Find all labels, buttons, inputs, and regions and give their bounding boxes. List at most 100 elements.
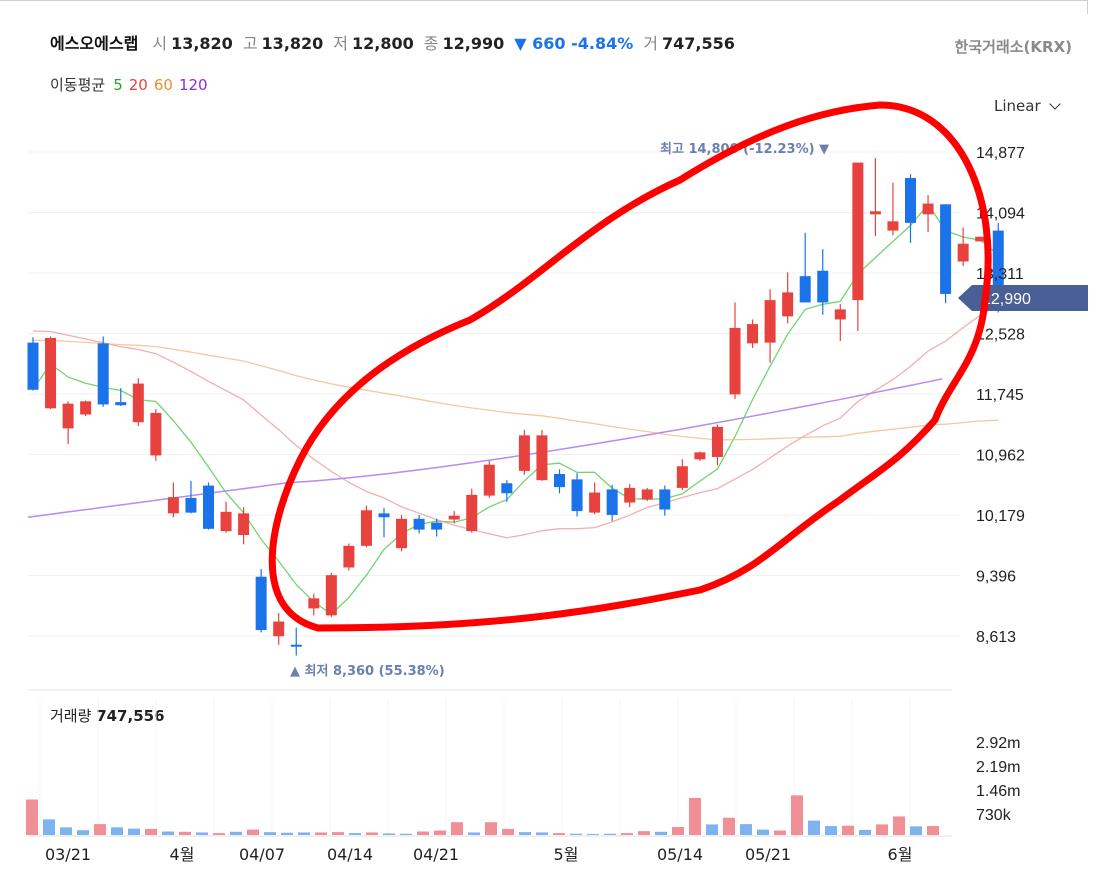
volume-bar: [927, 826, 939, 835]
volume-bar: [247, 829, 259, 835]
volume-bar: [502, 828, 514, 835]
volume-bar: [859, 829, 871, 835]
volume-bar: [366, 832, 378, 835]
volume-value: 747,556: [662, 34, 735, 53]
ma-20[interactable]: 20: [128, 76, 148, 94]
stock-name[interactable]: 에스오에스랩: [50, 34, 139, 53]
candle-body: [308, 598, 320, 609]
candle-body: [729, 327, 741, 395]
volume-bar: [604, 833, 616, 835]
candle-body: [992, 230, 1004, 298]
stock-header: 에스오에스랩 시 13,820 고 13,820 저 12,800 종 12,9…: [50, 30, 745, 56]
volume-bar: [723, 817, 735, 835]
volume-bar: [825, 826, 837, 835]
volume-bar: [315, 832, 327, 835]
candle-body: [396, 518, 408, 549]
annotations: 최고 14,800 (-12.23%) ▼ ▲ 최저 8,360 (55.38%): [290, 142, 829, 679]
volume-bar: [349, 833, 361, 835]
volume-bar: [570, 833, 582, 835]
volume-bar: [757, 829, 769, 835]
volume-bar: [43, 819, 55, 835]
volume-bar: [655, 831, 667, 835]
volume-bar: [740, 824, 752, 835]
volume-label: 거: [643, 34, 658, 53]
candle-body: [518, 435, 530, 471]
date-tick-label: 05/21: [745, 845, 791, 864]
volume-panel-title: 거래량 747,556: [50, 705, 165, 726]
high-label: 고: [242, 34, 258, 53]
volume-tick-label: 2.19m: [976, 759, 1020, 776]
volume-bar: [145, 828, 157, 835]
volume-bar: [791, 795, 803, 835]
volume-grid: [28, 689, 952, 837]
date-tick-label: 05/14: [657, 845, 703, 864]
ma-line: [32, 203, 999, 616]
ma-5[interactable]: 5: [113, 76, 123, 94]
candle-body: [957, 243, 969, 262]
date-axis-labels: 03/21 4월 04/07 04/14 04/21 5월 05/14 05/21 6월: [45, 845, 913, 864]
candle-body: [413, 518, 425, 530]
candle-body: [571, 479, 583, 512]
candle-body: [694, 452, 706, 460]
moving-average-lines: [27, 203, 999, 616]
candle-body: [343, 545, 355, 568]
candle-body: [97, 343, 109, 405]
scale-label: Linear: [994, 97, 1041, 115]
scale-dropdown[interactable]: Linear: [994, 97, 1061, 115]
highlight-loop: [268, 101, 992, 632]
ma-60[interactable]: 60: [153, 76, 173, 94]
volume-bars: [26, 795, 939, 835]
volume-bar: [196, 832, 208, 835]
volume-bar: [400, 833, 412, 835]
price-tick-label: 12,528: [976, 327, 1025, 344]
volume-bar: [213, 833, 225, 835]
candle-body: [852, 162, 864, 301]
price-tick-label: 13,311: [976, 266, 1024, 283]
candle-body: [747, 324, 759, 344]
price-tick-label: 10,962: [976, 448, 1025, 465]
ma-120[interactable]: 120: [178, 76, 208, 94]
red-highlight-loop: [268, 101, 992, 632]
date-tick-label: 5월: [554, 845, 579, 864]
volume-bar: [298, 832, 310, 835]
volume-tick-label: 1.46m: [976, 783, 1020, 800]
current-price-tag-bg: [958, 285, 1088, 311]
open-value: 13,820: [171, 34, 233, 53]
candle-body: [905, 178, 916, 223]
candle-body: [150, 412, 162, 456]
ma-line: [32, 304, 999, 539]
exchange-label: 한국거래소(KRX): [954, 38, 1072, 56]
volume-bar: [485, 822, 497, 835]
candle-body: [764, 300, 776, 343]
low-label: 저: [333, 34, 349, 53]
price-change: ▼ 660 -4.84%: [514, 34, 634, 53]
candle-body: [624, 487, 636, 503]
candle-body: [483, 464, 495, 496]
volume-bar: [689, 797, 701, 835]
volume-bar: [60, 827, 72, 835]
volume-bar: [383, 833, 395, 835]
candle-body: [606, 489, 618, 515]
candle-body: [799, 276, 811, 303]
volume-bar: [230, 831, 242, 835]
date-tick-label: 4월: [170, 845, 195, 864]
volume-bar: [910, 826, 922, 835]
candle-body: [255, 576, 267, 631]
volume-bar: [264, 832, 276, 835]
volume-bar: [536, 832, 548, 835]
volume-panel-value: 747,556: [96, 707, 165, 725]
volume-bar: [128, 828, 140, 835]
volume-tick-label: 2.92m: [976, 735, 1020, 752]
volume-bar: [774, 830, 786, 835]
volume-bar: [162, 831, 174, 835]
volume-bar: [111, 827, 123, 835]
close-label: 종: [423, 34, 439, 53]
candle-body: [203, 485, 214, 529]
price-tick-label: 8,613: [976, 629, 1016, 646]
date-tick-label: 04/07: [239, 845, 285, 864]
volume-bar: [417, 831, 429, 835]
price-axis-labels: 14,87714,09413,31112,52811,74510,96210,1…: [976, 145, 1025, 646]
volume-bar: [332, 832, 344, 835]
candle-body: [940, 204, 952, 294]
